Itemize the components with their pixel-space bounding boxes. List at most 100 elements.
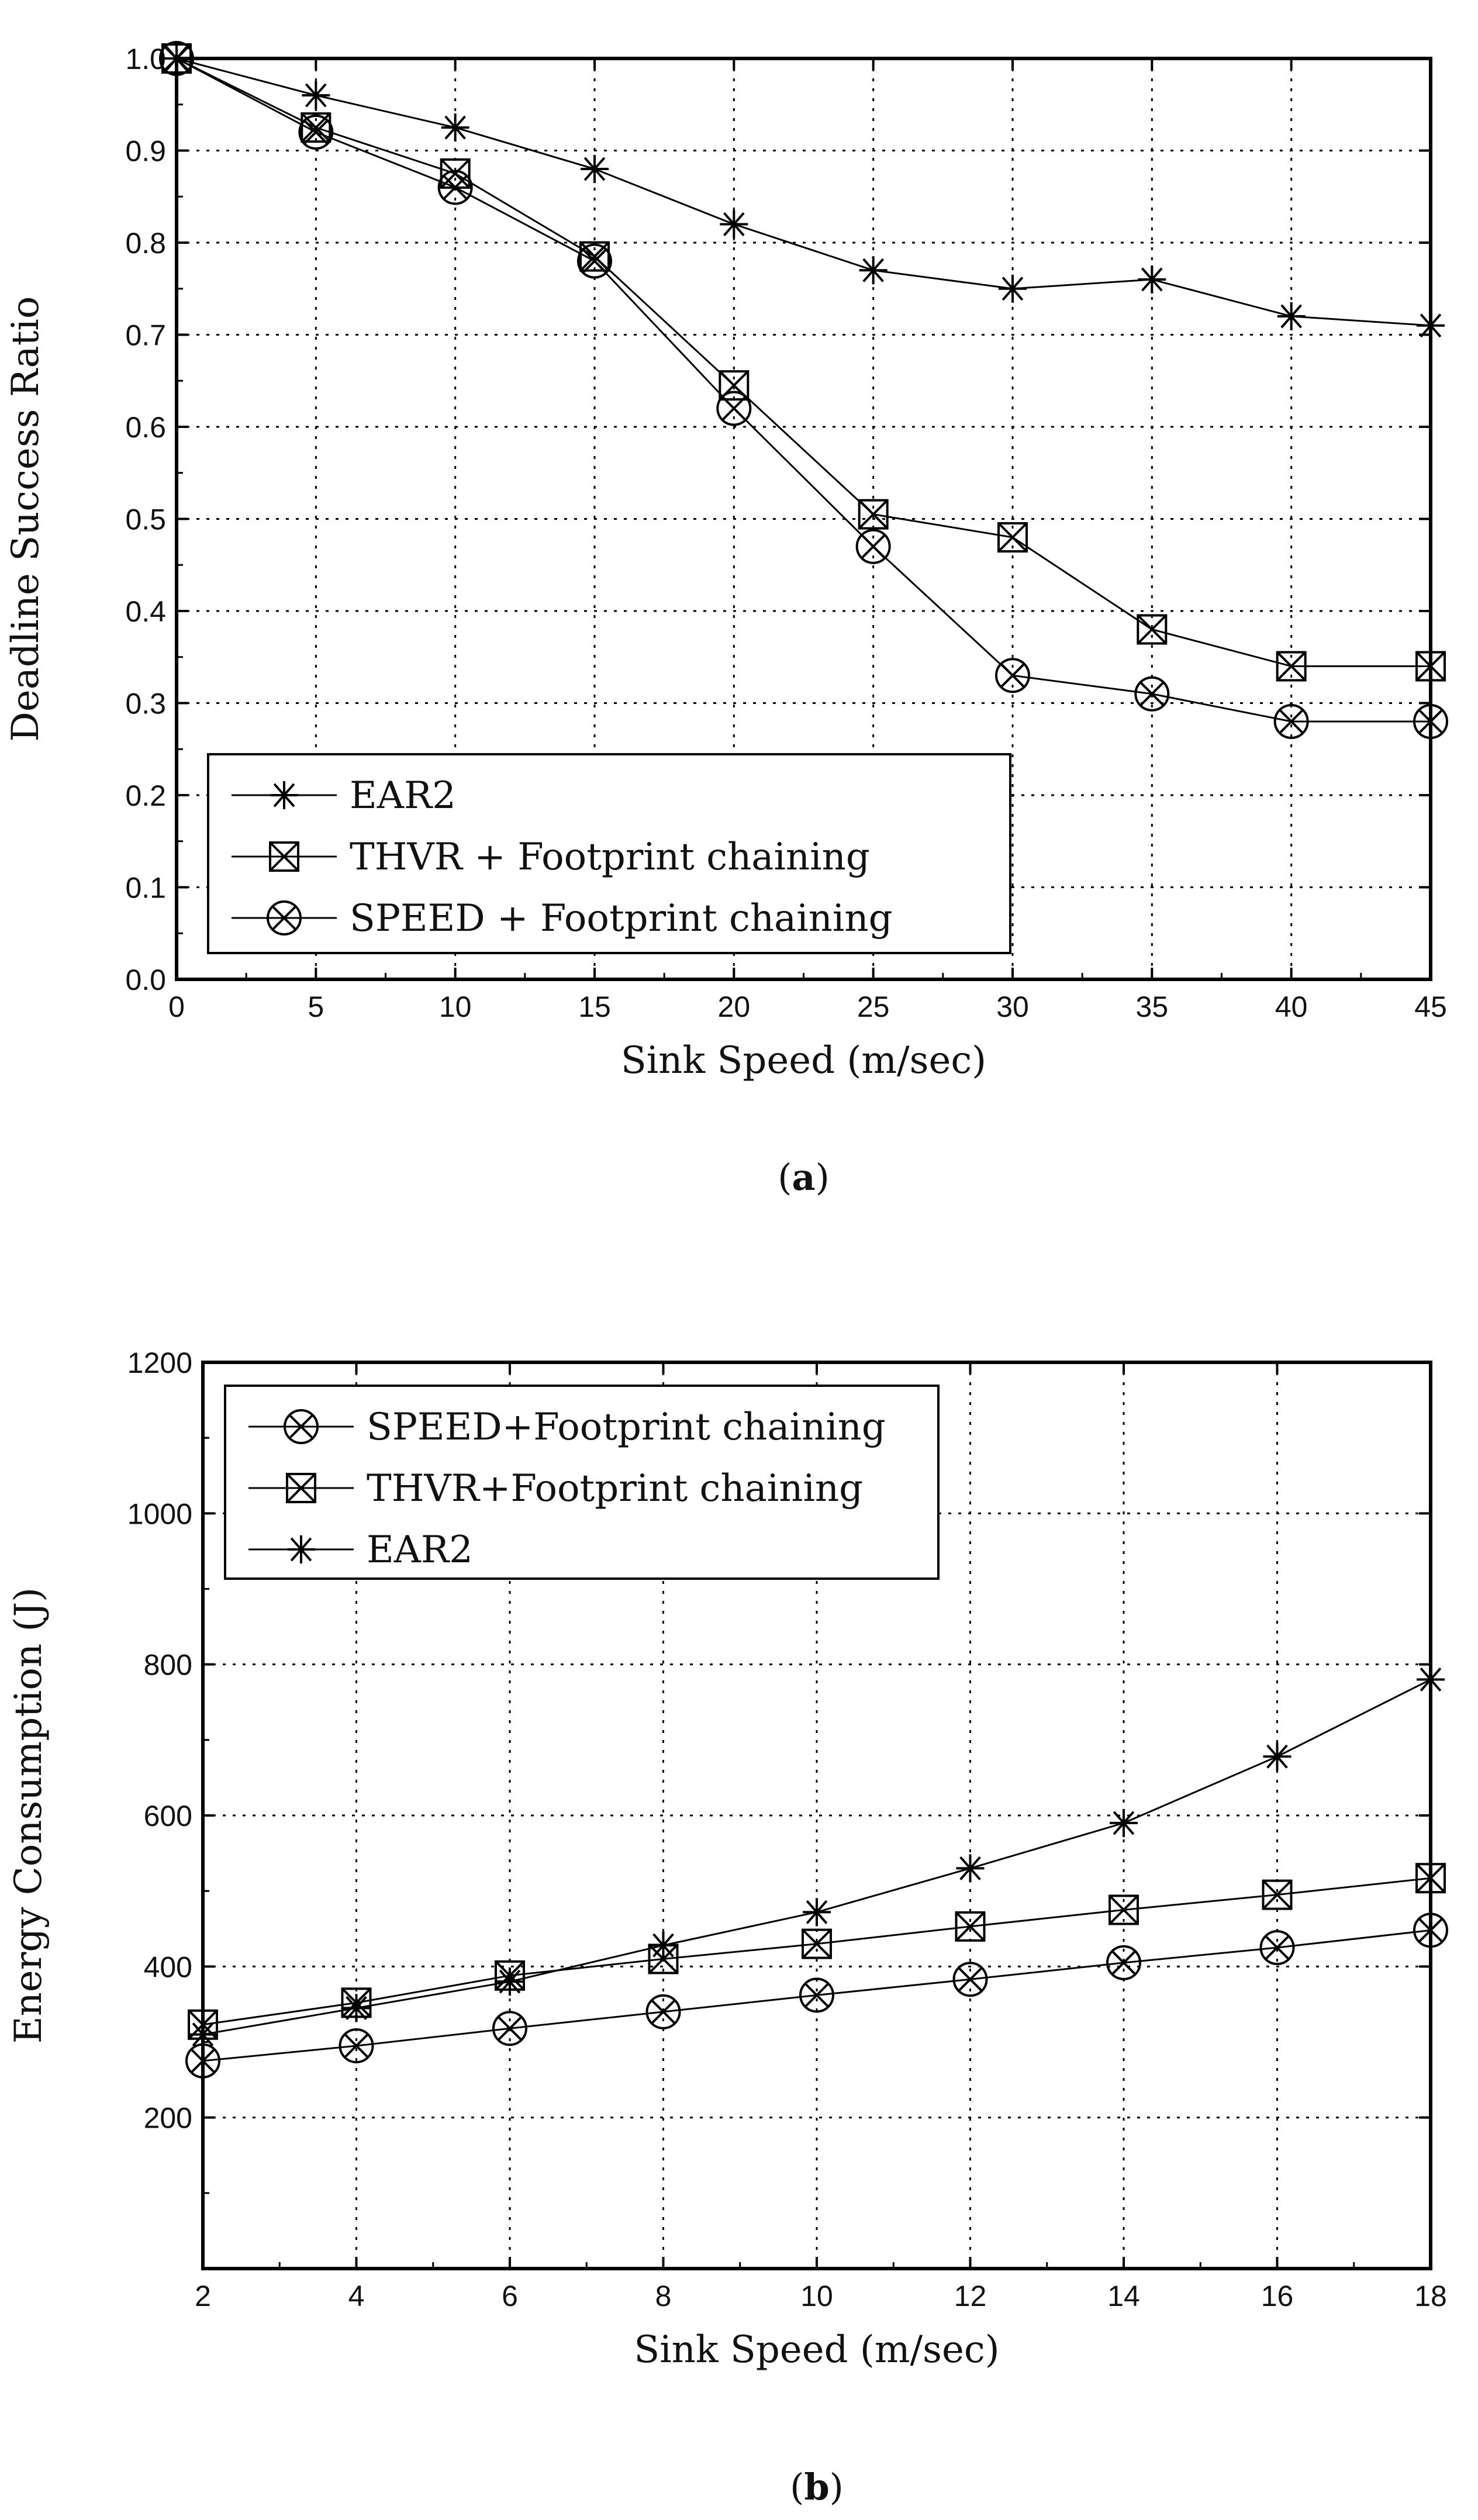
- y-tick-label: 0.2: [125, 779, 166, 812]
- y-tick-label: 0.1: [125, 872, 166, 905]
- data-point-star: [720, 210, 748, 239]
- x-axis-title: Sink Speed (m/sec): [634, 2328, 999, 2371]
- plot-frame: [175, 57, 1432, 981]
- chart-b: 2 4 6 8 10 12 14 16 18 200 400 600 800 1000 1200 Sink S…: [7, 1347, 1448, 2508]
- data-point-circled-x: [645, 1994, 681, 2029]
- y-tick-label: 400: [144, 1951, 192, 1983]
- data-point-star: [581, 155, 609, 183]
- data-point-boxed-x: [802, 1928, 832, 1959]
- data-point-star: [1277, 302, 1306, 330]
- x-tick-label: 6: [502, 2280, 518, 2312]
- data-point-star: [956, 1854, 985, 1883]
- x-axis-title: Sink Speed (m/sec): [621, 1039, 986, 1082]
- x-tick-label: 2: [195, 2280, 211, 2312]
- caption-close: ): [816, 1156, 830, 1199]
- data-point-circled-x: [577, 243, 612, 279]
- data-point-circled-x: [952, 1962, 988, 1997]
- y-axis-title: Energy Consumption (J): [7, 1587, 50, 2043]
- x-tick-label: 12: [954, 2280, 987, 2312]
- y-tick-label: 0.8: [125, 227, 166, 260]
- legend-label: SPEED+Footprint chaining: [367, 1406, 886, 1449]
- legend-marker-circled-x: [284, 1409, 319, 1444]
- y-tick-label: 0.4: [125, 595, 166, 628]
- x-tick-label: 15: [578, 990, 611, 1023]
- data-point-circled-x: [1273, 704, 1309, 739]
- figure-caption: (a): [778, 1156, 830, 1199]
- data-point-star: [342, 1994, 371, 2022]
- legend-box: [207, 753, 1011, 954]
- legend: SPEED+Footprint chaining THVR+Footprint c…: [224, 1385, 940, 1580]
- chart-a: 0 5 10 15 20 25 30 35 40 45 0.0 0.1 0.2 0.3 0.4 0.5 0.6 0…: [4, 41, 1448, 1199]
- x-tick-label: 45: [1414, 990, 1447, 1023]
- data-point-star: [496, 1967, 524, 1996]
- data-point-circled-x: [298, 115, 334, 150]
- x-tick-label: 18: [1414, 2280, 1447, 2312]
- y-tick-label: 1200: [127, 1347, 192, 1379]
- legend-label: SPEED + Footprint chaining: [350, 897, 893, 940]
- x-tick-label: 16: [1261, 2280, 1294, 2312]
- series-line-star: [176, 57, 1431, 327]
- legend-item: EAR2: [232, 774, 456, 817]
- x-tick-label: 30: [996, 990, 1029, 1023]
- caption-open: (: [778, 1156, 792, 1199]
- legend-marker-star: [270, 781, 298, 809]
- data-point-star: [803, 1898, 831, 1927]
- legend-label: EAR2: [350, 774, 456, 817]
- legend-label: THVR+Footprint chaining: [367, 1467, 863, 1510]
- caption-open: (: [790, 2466, 804, 2508]
- data-point-circled-x: [855, 529, 891, 564]
- data-point-star: [859, 256, 888, 285]
- data-point-boxed-x: [858, 499, 889, 530]
- y-tick-label: 200: [144, 2102, 192, 2135]
- plot-frame: [201, 1361, 1432, 2270]
- data-point-circled-x: [1259, 1930, 1295, 1966]
- legend-label: THVR + Footprint chaining: [350, 836, 870, 879]
- caption-letter: b: [804, 2466, 829, 2508]
- legend-item: EAR2: [248, 1528, 473, 1572]
- x-tick-label: 25: [857, 990, 890, 1023]
- y-tick-label: 600: [144, 1800, 192, 1832]
- y-tick-label: 800: [144, 1649, 192, 1682]
- x-tick-label: 4: [348, 2280, 365, 2312]
- legend: EAR2 THVR + Footprint chaining SPEED + Foo…: [207, 753, 1011, 954]
- y-tick-label: 0.5: [125, 503, 166, 536]
- data-point-circled-x: [492, 2011, 527, 2046]
- y-tick-label: 0.3: [125, 688, 166, 720]
- legend-item: SPEED + Footprint chaining: [232, 897, 893, 940]
- data-point-star: [302, 81, 330, 109]
- data-point-star: [649, 1931, 678, 1960]
- legend-marker-boxed-x: [269, 841, 299, 872]
- legend-item: THVR + Footprint chaining: [232, 836, 870, 879]
- data-point-boxed-x: [1137, 614, 1168, 645]
- data-point-boxed-x: [997, 522, 1028, 553]
- x-tick-label: 5: [308, 990, 324, 1023]
- series-line-circled-x: [176, 57, 1431, 723]
- figure-caption: (b): [790, 2466, 844, 2508]
- series-line-boxed-x: [176, 57, 1431, 667]
- legend-marker-star: [287, 1535, 315, 1563]
- caption-close: ): [830, 2466, 844, 2508]
- legend-item: SPEED+Footprint chaining: [248, 1406, 886, 1449]
- x-tick-label: 40: [1275, 990, 1308, 1023]
- y-tick-label: 0.6: [125, 411, 166, 444]
- data-point-boxed-x: [955, 1911, 986, 1942]
- data-point-circled-x: [799, 1977, 834, 2013]
- data-point-star: [999, 274, 1027, 303]
- legend-box: [224, 1385, 940, 1580]
- data-point-star: [1110, 1808, 1138, 1837]
- caption-letter: a: [792, 1156, 815, 1199]
- data-point-circled-x: [437, 170, 473, 205]
- legend-label: EAR2: [367, 1528, 473, 1572]
- data-point-star: [1263, 1742, 1291, 1771]
- y-tick-label: 0.0: [125, 964, 166, 996]
- x-tick-label: 20: [718, 990, 751, 1023]
- data-point-boxed-x: [1262, 1879, 1293, 1910]
- legend-marker-boxed-x: [286, 1473, 316, 1503]
- data-point-circled-x: [1106, 1945, 1141, 1980]
- data-point-star: [1138, 265, 1166, 294]
- y-axis-title: Deadline Success Ratio: [4, 296, 47, 742]
- data-point-circled-x: [339, 2028, 374, 2063]
- x-tick-label: 14: [1107, 2280, 1140, 2312]
- x-tick-label: 0: [168, 990, 185, 1023]
